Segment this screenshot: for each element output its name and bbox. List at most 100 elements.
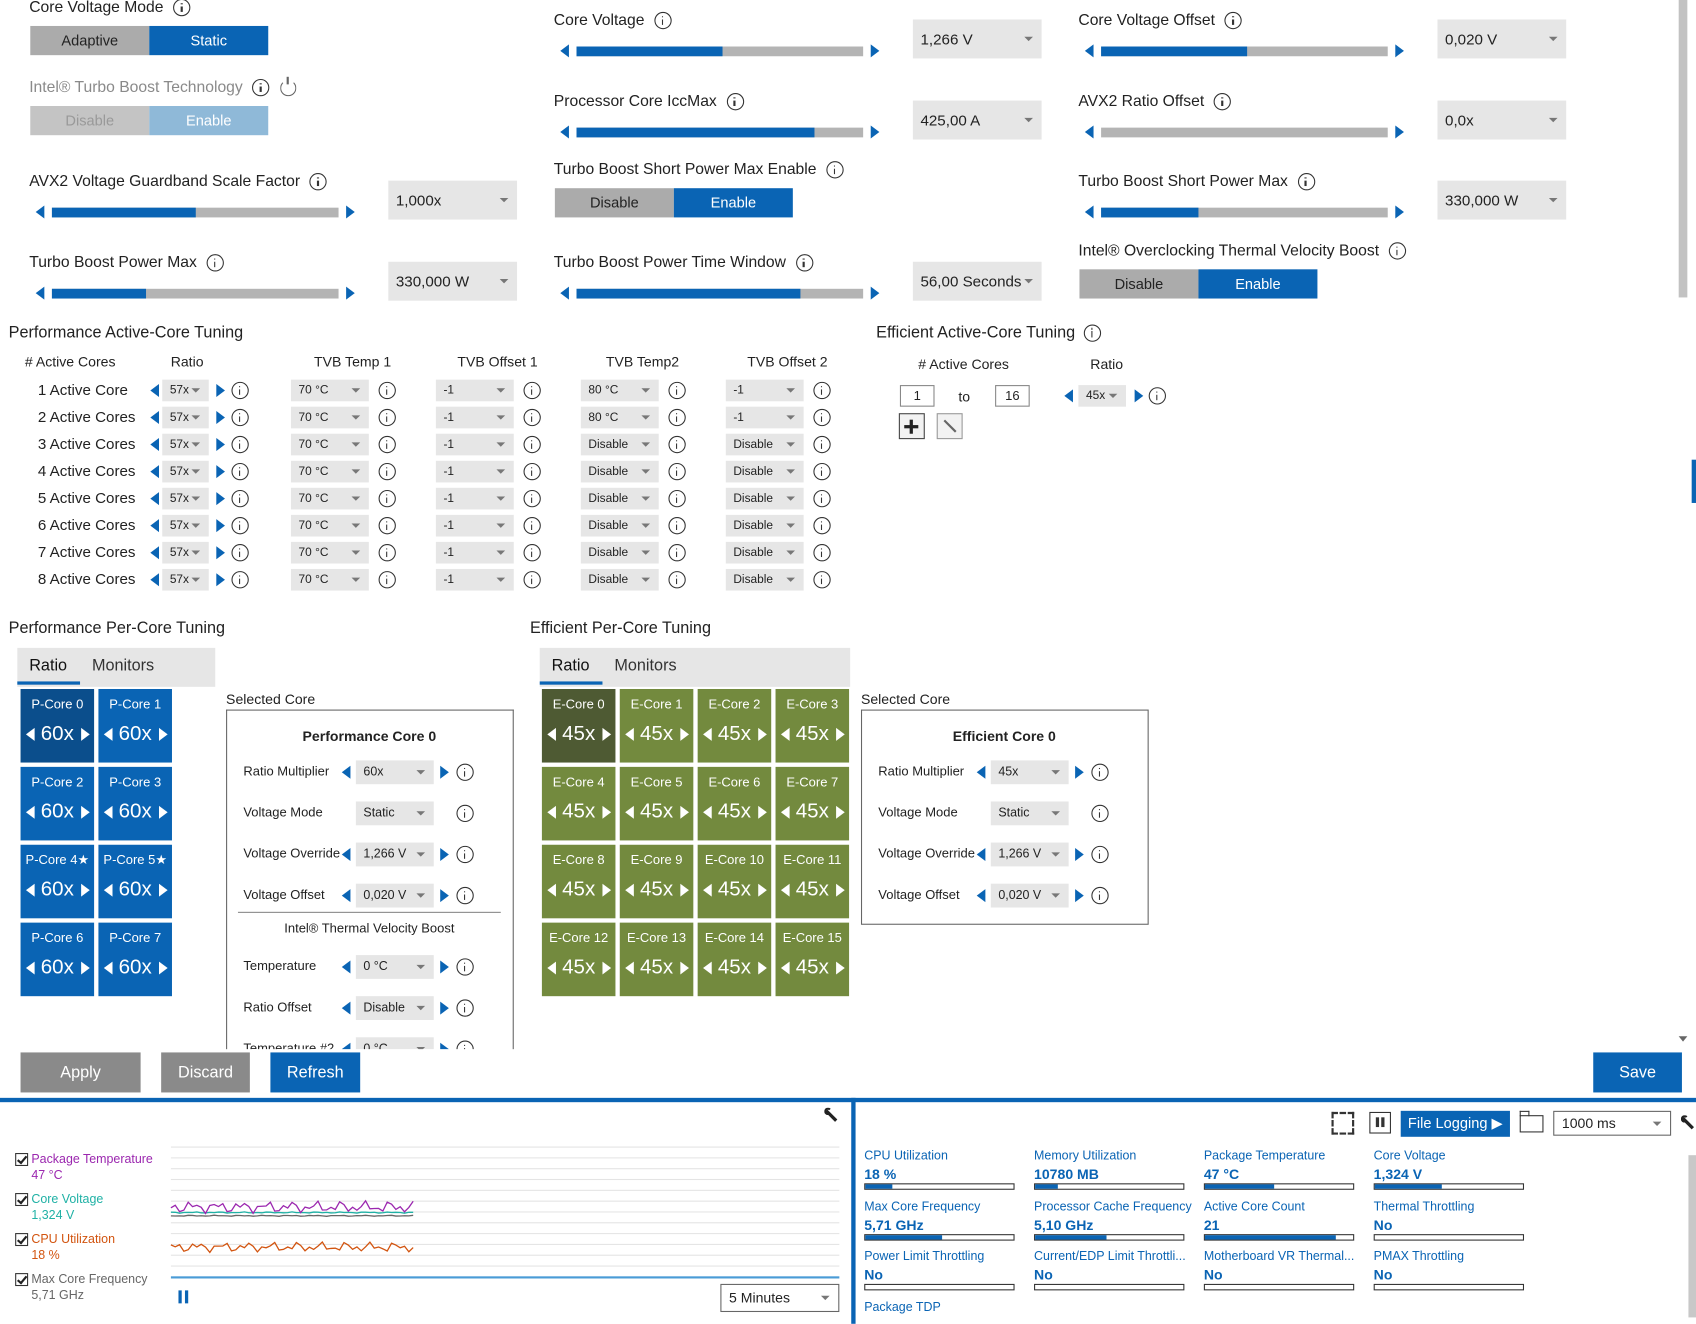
dropdown[interactable]: -1	[435, 460, 514, 483]
info-icon[interactable]	[668, 381, 686, 400]
toggle-option[interactable]: Adaptive	[30, 25, 150, 56]
info-icon[interactable]	[523, 517, 541, 535]
arrow-right[interactable]	[1395, 44, 1404, 58]
info-icon[interactable]	[668, 571, 686, 589]
dropdown[interactable]: -1	[435, 541, 514, 564]
arrow-right[interactable]	[758, 727, 767, 741]
info-icon[interactable]	[231, 408, 249, 427]
arrow-right[interactable]	[870, 44, 880, 58]
arrow-left[interactable]	[1084, 44, 1094, 58]
arrow-left[interactable]	[780, 961, 790, 975]
core-tile[interactable]: E-Core 0 45x	[541, 688, 616, 763]
power-icon[interactable]	[280, 76, 297, 96]
dropdown[interactable]: Static	[990, 801, 1069, 826]
info-icon[interactable]	[456, 1040, 474, 1050]
dropdown[interactable]: 57x	[162, 487, 209, 510]
arrow-left[interactable]	[703, 727, 712, 741]
info-icon[interactable]	[826, 161, 844, 179]
core-tile[interactable]: E-Core 15 45x	[775, 922, 850, 997]
action-button[interactable]: Discard	[161, 1052, 250, 1093]
toggle-option[interactable]: Disable	[1079, 269, 1199, 299]
arrow-left[interactable]	[103, 727, 113, 741]
dropdown[interactable]: 0,020 V	[990, 883, 1069, 908]
dropdown[interactable]: -1	[435, 433, 514, 456]
action-button[interactable]: Apply	[20, 1052, 141, 1093]
arrow-left[interactable]	[150, 465, 159, 479]
arrow-right[interactable]	[836, 883, 845, 897]
arrow-left[interactable]	[150, 573, 159, 587]
arrow-right[interactable]	[602, 805, 612, 819]
core-tile[interactable]: E-Core 10 45x	[697, 844, 772, 919]
arrow-left[interactable]	[780, 883, 790, 897]
core-tile[interactable]: E-Core 12 45x	[541, 922, 616, 997]
core-tile[interactable]: E-Core 5 45x	[619, 766, 694, 841]
core-tile[interactable]: E-Core 4 45x	[541, 766, 616, 841]
dropdown[interactable]: 57x	[162, 568, 209, 591]
arrow-right[interactable]	[680, 727, 689, 741]
dropdown[interactable]: Disable	[725, 541, 804, 564]
arrow-left[interactable]	[547, 727, 556, 741]
arrow-right[interactable]	[602, 727, 612, 741]
arrow-right[interactable]	[836, 961, 845, 975]
core-tile[interactable]: E-Core 3 45x	[775, 688, 850, 763]
info-icon[interactable]	[523, 544, 541, 562]
info-icon[interactable]	[668, 489, 686, 508]
info-icon[interactable]	[523, 381, 541, 400]
info-icon[interactable]	[378, 489, 396, 508]
dropdown[interactable]: Disable	[580, 568, 659, 591]
arrow-left[interactable]	[560, 286, 569, 300]
dropdown[interactable]: Disable	[580, 460, 659, 483]
info-icon[interactable]	[668, 544, 686, 562]
info-icon[interactable]	[456, 999, 474, 1017]
dropdown[interactable]: 57x	[162, 541, 209, 564]
core-tile[interactable]: E-Core 11 45x	[775, 844, 850, 919]
slider-track[interactable]	[1101, 45, 1388, 56]
tab[interactable]: Monitors	[91, 656, 155, 675]
arrow-right[interactable]	[602, 883, 612, 897]
checkbox[interactable]	[15, 1273, 29, 1287]
core-tile[interactable]: P-Core 1 60x	[98, 688, 172, 763]
info-icon[interactable]	[378, 517, 396, 535]
arrow-right[interactable]	[870, 125, 880, 139]
tab[interactable]: Monitors	[614, 656, 677, 675]
arrow-left[interactable]	[150, 383, 159, 397]
dropdown[interactable]: 57x	[162, 379, 209, 402]
arrow-right[interactable]	[158, 961, 168, 975]
dropdown[interactable]: 70 °C	[290, 541, 369, 564]
arrow-right[interactable]	[870, 286, 880, 300]
dropdown[interactable]: 0 °C	[355, 1037, 434, 1050]
dropdown[interactable]: 330,000 W	[388, 261, 518, 301]
arrow-right[interactable]	[440, 1001, 449, 1015]
core-tile[interactable]: P-Core 6 60x	[20, 922, 95, 997]
dropdown[interactable]: 45x	[1078, 385, 1126, 407]
info-icon[interactable]	[726, 93, 744, 111]
arrow-right[interactable]	[346, 286, 355, 300]
arrow-left[interactable]	[103, 805, 113, 819]
dropdown[interactable]: 1,266 V	[355, 842, 434, 867]
arrow-left[interactable]	[341, 1042, 351, 1050]
arrow-right[interactable]	[216, 438, 225, 452]
dropdown[interactable]: 1,266 V	[990, 842, 1069, 867]
arrow-left[interactable]	[1064, 389, 1073, 403]
arrow-right[interactable]	[440, 1042, 449, 1050]
dropdown[interactable]: 45x	[990, 760, 1069, 785]
info-icon[interactable]	[378, 571, 396, 589]
info-icon[interactable]	[1224, 11, 1243, 30]
arrow-left[interactable]	[150, 519, 159, 533]
core-tile[interactable]: E-Core 1 45x	[619, 688, 694, 763]
dropdown[interactable]: 0 °C	[355, 955, 434, 979]
arrow-left[interactable]	[703, 883, 712, 897]
toggle-option[interactable]: Enable	[1198, 269, 1318, 299]
core-tile[interactable]: E-Core 7 45x	[775, 766, 850, 841]
arrow-left[interactable]	[625, 727, 634, 741]
dropdown[interactable]: 1,000x	[388, 180, 518, 220]
info-icon[interactable]	[523, 489, 541, 508]
info-icon[interactable]	[523, 462, 541, 481]
info-icon[interactable]	[1083, 323, 1102, 342]
collapse-button[interactable]	[936, 413, 963, 440]
arrow-left[interactable]	[976, 765, 986, 779]
expand-icon[interactable]	[1331, 1111, 1355, 1135]
arrow-left[interactable]	[150, 492, 159, 506]
dropdown[interactable]: 80 °C	[580, 379, 659, 402]
action-button[interactable]: Refresh	[270, 1052, 361, 1093]
